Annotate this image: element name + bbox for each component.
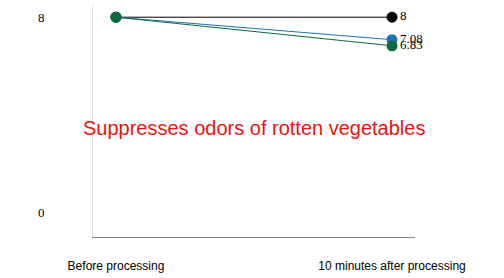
svg-text:6.83: 6.83	[400, 37, 423, 52]
svg-text:Before processing: Before processing	[68, 259, 165, 273]
svg-text:8: 8	[400, 8, 407, 23]
svg-text:0: 0	[38, 205, 45, 220]
svg-text:7.08: 7.08	[400, 31, 423, 46]
svg-text:8: 8	[38, 10, 45, 25]
svg-text:Suppresses odors of rotten veg: Suppresses odors of rotten vegetables	[83, 117, 425, 139]
svg-text:10 minutes after processing: 10 minutes after processing	[318, 259, 465, 273]
